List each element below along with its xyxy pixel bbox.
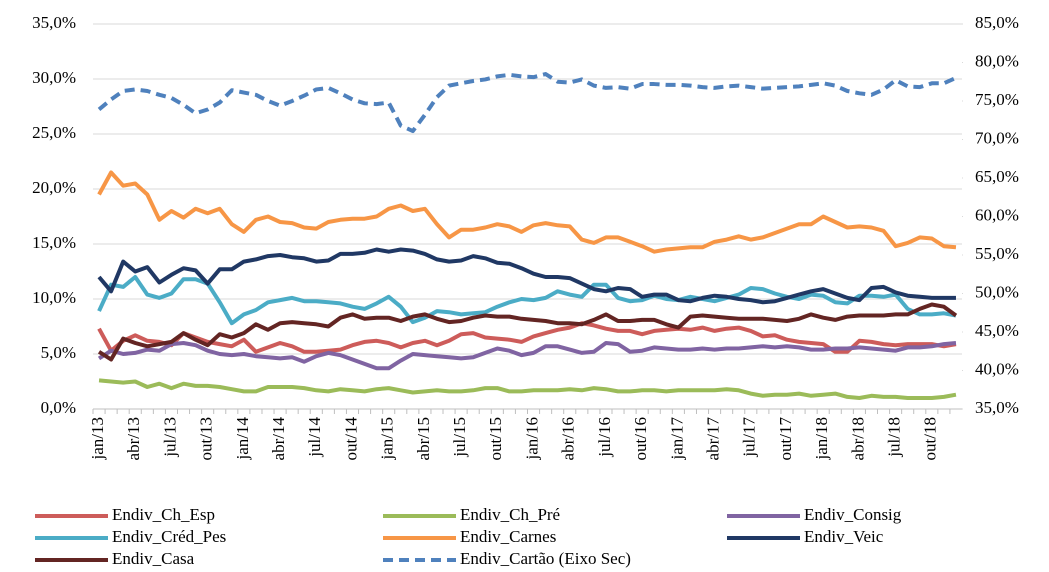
x-tick-label: abr/15	[414, 417, 433, 460]
series-line	[97, 302, 958, 362]
x-tick-label: abr/14	[269, 417, 288, 461]
series-line	[97, 170, 957, 254]
x-tick-label: out/15	[486, 417, 505, 460]
x-tick-label: jan/14	[233, 417, 252, 461]
y-tick-label: 30,0%	[32, 68, 76, 87]
legend-label: Endiv_Ch_Esp	[112, 505, 215, 524]
y2-tick-label: 45,0%	[975, 321, 1019, 340]
x-tick-label: jan/16	[522, 417, 541, 461]
series-line	[97, 275, 957, 326]
y-tick-label: 10,0%	[32, 288, 76, 307]
legend-label: Endiv_Consig	[804, 505, 902, 524]
x-tick-label: out/17	[776, 417, 795, 461]
x-tick-label: out/13	[197, 417, 216, 460]
legend-label: Endiv_Carnes	[460, 527, 556, 546]
y2-tick-label: 75,0%	[975, 90, 1019, 109]
series-line	[97, 321, 957, 354]
x-tick-label: jan/17	[667, 417, 686, 461]
legend-label: Endiv_Casa	[112, 549, 195, 568]
series-line	[97, 341, 957, 371]
x-tick-label: jul/17	[740, 417, 759, 458]
x-tick-label: jul/18	[885, 417, 904, 458]
y2-tick-label: 85,0%	[975, 13, 1019, 32]
legend-label: Endiv_Veic	[804, 527, 884, 546]
y2-tick-label: 35,0%	[975, 398, 1019, 417]
x-tick-label: abr/18	[848, 417, 867, 460]
x-tick-label: jul/16	[595, 417, 614, 458]
y-tick-label: 0,0%	[41, 398, 76, 417]
y-tick-label: 15,0%	[32, 233, 76, 252]
y2-tick-label: 80,0%	[975, 51, 1019, 70]
y-tick-label: 25,0%	[32, 123, 76, 142]
x-tick-label: jul/13	[160, 417, 179, 458]
y2-tick-label: 55,0%	[975, 244, 1019, 263]
x-tick-label: abr/16	[559, 417, 578, 460]
x-tick-label: out/16	[631, 417, 650, 460]
series-line	[98, 378, 957, 400]
y2-tick-label: 65,0%	[975, 167, 1019, 186]
y2-tick-label: 40,0%	[975, 359, 1019, 378]
y2-tick-label: 60,0%	[975, 205, 1019, 224]
x-tick-label: jul/15	[450, 417, 469, 458]
y2-tick-label: 70,0%	[975, 128, 1019, 147]
series-line	[97, 72, 957, 134]
y-tick-label: 20,0%	[32, 178, 76, 197]
x-tick-label: jan/15	[378, 417, 397, 461]
x-tick-label: out/14	[341, 417, 360, 461]
y-tick-label: 35,0%	[32, 13, 76, 32]
x-tick-label: jan/13	[88, 417, 107, 461]
x-tick-label: jul/14	[305, 417, 324, 458]
legend-label: Endiv_Cartão (Eixo Sec)	[460, 549, 631, 568]
x-tick-label: jan/18	[812, 417, 831, 461]
x-tick-label: abr/17	[703, 417, 722, 461]
y-tick-label: 5,0%	[41, 343, 76, 362]
legend-label: Endiv_Créd_Pes	[112, 527, 226, 546]
legend-label: Endiv_Ch_Pré	[460, 505, 560, 524]
y2-tick-label: 50,0%	[975, 282, 1019, 301]
x-tick-label: out/18	[921, 417, 940, 460]
series-line	[97, 247, 956, 305]
x-tick-label: abr/13	[124, 417, 143, 460]
